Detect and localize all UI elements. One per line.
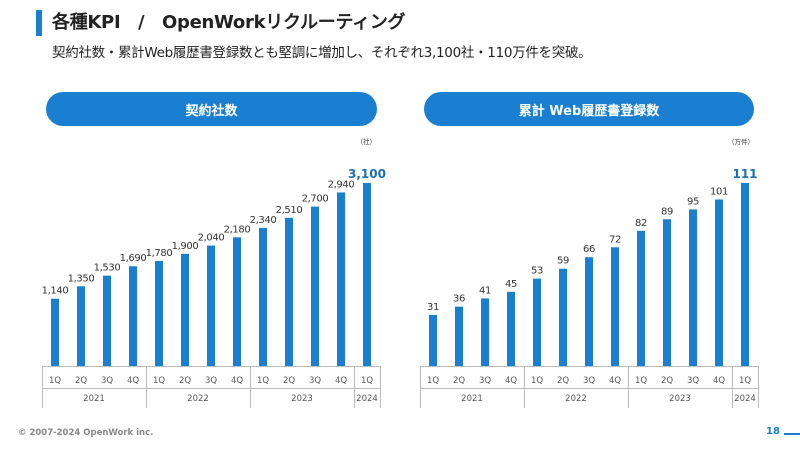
bar	[455, 306, 463, 366]
bar-value-label: 2,700	[302, 194, 329, 205]
quarter-tick-label: 2Q	[75, 376, 87, 386]
bar	[741, 183, 749, 366]
bar-value-label: 72	[609, 234, 621, 245]
bar	[611, 247, 619, 366]
bar-value-label: 95	[687, 196, 699, 207]
quarter-tick-label: 2Q	[661, 376, 673, 386]
bar-value-label: 36	[453, 294, 465, 305]
bar	[363, 183, 371, 366]
year-group-label: 2022	[187, 394, 209, 404]
quarter-tick-label: 3Q	[687, 376, 699, 386]
unit-label: （社）	[357, 137, 377, 146]
quarter-tick-label: 4Q	[335, 376, 347, 386]
bar	[337, 192, 345, 366]
bar	[481, 298, 489, 366]
bar	[311, 206, 319, 366]
bar-value-label: 89	[661, 206, 673, 217]
bar	[259, 227, 267, 366]
bar	[429, 314, 437, 366]
bar	[51, 298, 59, 366]
bar-value-label: 2,340	[250, 215, 277, 226]
bar	[715, 199, 723, 366]
bar-value-label: 1,690	[120, 253, 147, 264]
page-subtitle: 契約社数・累計Web履歴書登録数とも堅調に増加し、それぞれ3,100社・110万…	[52, 45, 592, 61]
title-accent-bar	[36, 10, 42, 36]
bar-value-label: 66	[583, 244, 595, 255]
year-group-label: 2023	[669, 394, 691, 404]
year-group-label: 2024	[356, 394, 378, 404]
quarter-tick-label: 4Q	[609, 376, 621, 386]
unit-label: （万件）	[728, 137, 754, 146]
quarter-tick-label: 1Q	[257, 376, 269, 386]
quarter-tick-label: 1Q	[361, 376, 373, 386]
bar-value-label: 53	[531, 266, 543, 277]
bar	[155, 260, 163, 366]
bar	[663, 219, 671, 366]
year-group-label: 2021	[83, 394, 105, 404]
quarter-tick-label: 3Q	[101, 376, 113, 386]
bar	[585, 257, 593, 366]
bar-value-label: 1,530	[94, 263, 121, 274]
bar-value-label: 101	[710, 186, 728, 197]
quarter-tick-label: 2Q	[283, 376, 295, 386]
quarter-tick-label: 1Q	[153, 376, 165, 386]
contract-companies-chart: （社） 1,140 1Q 1,350 2Q 1,530 3Q 1,690 4Q 1,780 1Q 1,…	[42, 137, 386, 408]
quarter-tick-label: 3Q	[479, 376, 491, 386]
quarter-tick-label: 3Q	[205, 376, 217, 386]
bar	[129, 266, 137, 366]
bar	[637, 230, 645, 366]
quarter-tick-label: 1Q	[531, 376, 543, 386]
year-group-label: 2021	[461, 394, 483, 404]
copyright-text: © 2007-2024 OpenWork inc.	[18, 428, 154, 438]
year-group-label: 2022	[565, 394, 587, 404]
quarter-tick-label: 4Q	[713, 376, 725, 386]
bar	[689, 209, 697, 366]
quarter-tick-label: 4Q	[231, 376, 243, 386]
bar-value-label: 111	[732, 167, 757, 181]
quarter-tick-label: 2Q	[557, 376, 569, 386]
quarter-tick-label: 1Q	[635, 376, 647, 386]
bar-value-label: 2,040	[198, 233, 225, 244]
bar	[507, 291, 515, 366]
quarter-tick-label: 1Q	[49, 376, 61, 386]
bar-value-label: 2,510	[276, 205, 303, 216]
bar	[181, 253, 189, 366]
bar-value-label: 41	[479, 285, 491, 296]
bar	[533, 278, 541, 366]
bar-value-label: 1,780	[146, 248, 173, 259]
bar-value-label: 45	[505, 279, 517, 290]
bar-value-label: 1,900	[172, 241, 199, 252]
quarter-tick-label: 2Q	[179, 376, 191, 386]
bar	[559, 268, 567, 366]
quarter-tick-label: 1Q	[427, 376, 439, 386]
bar-value-label: 1,350	[68, 273, 95, 284]
quarter-tick-label: 4Q	[505, 376, 517, 386]
page-title: 各種KPI / OpenWorkリクルーティング	[52, 12, 406, 33]
page-number-line	[784, 433, 800, 435]
bar-value-label: 59	[557, 256, 569, 267]
bar	[103, 275, 111, 366]
chart-title-web-resume-registrations: 累計 Web履歴書登録数	[424, 92, 754, 126]
bar	[285, 217, 293, 366]
bar-value-label: 2,940	[328, 179, 355, 190]
web-resume-chart: （万件） 31 1Q 36 2Q 41 3Q 45 4Q 53 1Q 59 2Q 66 3Q 72 4Q 82 1Q…	[420, 137, 759, 408]
bar-value-label: 31	[427, 302, 439, 313]
quarter-tick-label: 3Q	[583, 376, 595, 386]
bar	[207, 245, 215, 366]
quarter-tick-label: 4Q	[127, 376, 139, 386]
bar-value-label: 82	[635, 218, 647, 229]
year-group-label: 2023	[291, 394, 313, 404]
bar-value-label: 1,140	[42, 286, 69, 297]
quarter-tick-label: 2Q	[453, 376, 465, 386]
bar-value-label: 3,100	[348, 167, 386, 181]
year-group-label: 2024	[734, 394, 756, 404]
bar-value-label: 2,180	[224, 224, 251, 235]
bar	[77, 286, 85, 366]
chart-title-contract-companies: 契約社数	[46, 92, 377, 126]
quarter-tick-label: 3Q	[309, 376, 321, 386]
quarter-tick-label: 1Q	[739, 376, 751, 386]
page-number: 18	[766, 426, 780, 437]
bar	[233, 237, 241, 366]
